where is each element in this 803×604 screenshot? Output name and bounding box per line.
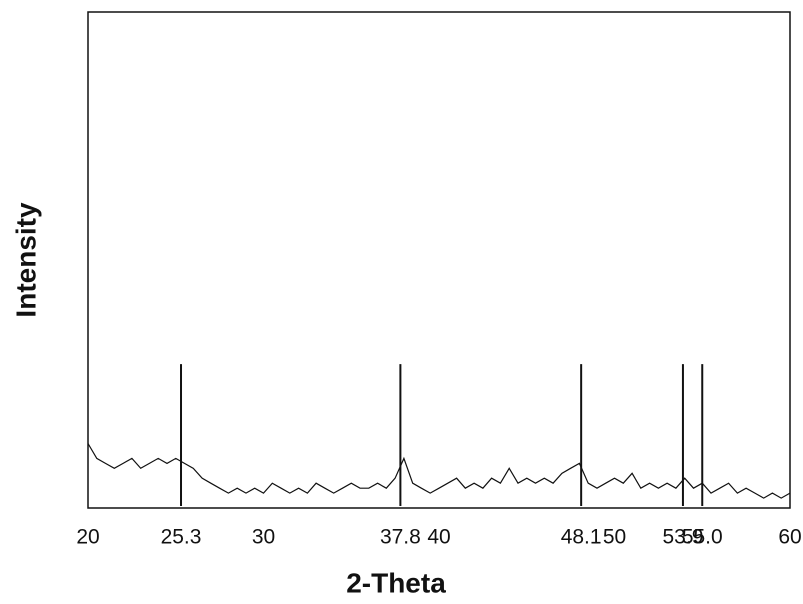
x-tick-label: 40: [427, 526, 450, 549]
pattern-line: [88, 444, 790, 499]
x-tick-label: 60: [778, 526, 801, 549]
chart: Intensity 2-Theta 2025.33037.84048.15053…: [0, 0, 803, 604]
x-tick-label: 25.3: [161, 526, 202, 549]
x-tick-label: 30: [252, 526, 275, 549]
x-tick-label: 48.1: [561, 526, 602, 549]
plot-frame: [88, 12, 790, 508]
x-tick-label: 50: [603, 526, 626, 549]
x-tick-label: 55.0: [682, 526, 723, 549]
x-axis-title: 2-Theta: [346, 567, 446, 598]
x-tick-label: 20: [76, 526, 99, 549]
y-axis-title: Intensity: [10, 202, 41, 318]
x-tick-label: 37.8: [380, 526, 421, 549]
